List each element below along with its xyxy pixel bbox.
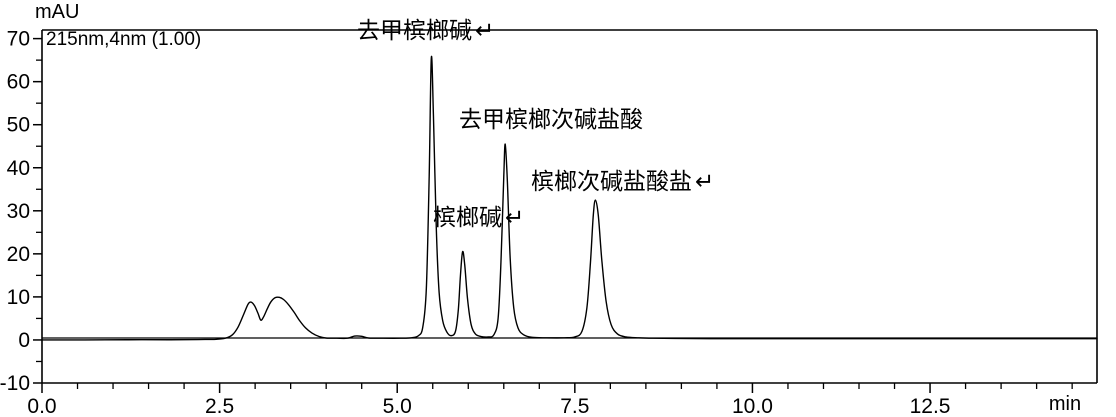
- detector-annotation: 215nm,4nm (1.00): [46, 29, 201, 50]
- x-axis-ticks: [41, 383, 1073, 393]
- y-axis-tick-label: 50: [7, 114, 30, 137]
- y-axis-tick-label: 70: [7, 28, 30, 51]
- peak-label-text: 去甲槟榔碱: [357, 18, 472, 44]
- peak-annotation-label: 槟榔次碱盐酸盐 ↵: [531, 169, 714, 195]
- y-axis-tick-label: 20: [7, 243, 30, 266]
- y-axis-tick-label: 40: [7, 157, 30, 180]
- y-axis-tick-label: 60: [7, 71, 30, 94]
- y-axis-ticks: [33, 37, 42, 384]
- x-axis-tick-label: 5.0: [383, 395, 412, 417]
- x-axis-tick-label: 7.5: [560, 395, 589, 417]
- y-axis-tick-label: -10: [0, 372, 30, 395]
- peak-label-return-mark: ↵: [475, 18, 494, 44]
- peak-label-text: 去甲槟榔次碱盐酸: [459, 107, 643, 133]
- peak-annotation-label: 槟榔碱 ↵: [433, 205, 524, 231]
- x-axis-unit-label: min: [1049, 393, 1081, 415]
- chromatogram-trace-line: [41, 55, 1098, 341]
- peak-annotation-label: 去甲槟榔碱 ↵: [357, 18, 494, 44]
- peak-label-return-mark: ↵: [505, 205, 524, 231]
- x-axis-tick-label: 12.5: [910, 395, 951, 417]
- y-axis-unit-label: mAU: [35, 1, 79, 23]
- peak-annotation-label: 去甲槟榔次碱盐酸: [459, 107, 643, 133]
- x-axis-tick-labels: 0.0 2.5 5.0 7.5 10.0 12.5: [27, 395, 950, 417]
- y-axis-tick-label: 30: [7, 200, 30, 223]
- peak-label-text: 槟榔碱: [433, 205, 502, 231]
- y-axis-tick-label: 10: [7, 286, 30, 309]
- x-axis-tick-label: 0.0: [27, 395, 56, 417]
- peak-label-return-mark: ↵: [695, 169, 714, 195]
- x-axis-tick-label: 10.0: [732, 395, 773, 417]
- y-axis-tick-label: 0: [18, 329, 30, 352]
- y-axis-tick-labels: -10 0 10 20 30 40 50 60 70: [0, 28, 30, 395]
- peak-label-text: 槟榔次碱盐酸盐: [531, 169, 692, 195]
- x-axis-tick-label: 2.5: [205, 395, 234, 417]
